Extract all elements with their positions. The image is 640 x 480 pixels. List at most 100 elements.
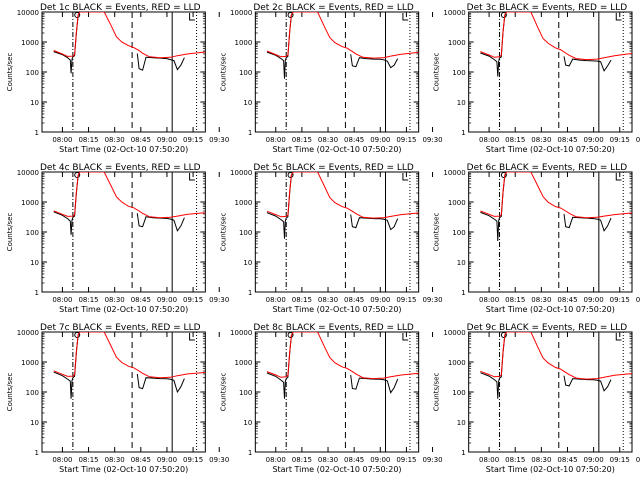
x-tick-label: 09:15: [183, 136, 203, 144]
y-tick-label: 10: [457, 99, 466, 107]
x-tick-label: 09:30: [636, 296, 640, 304]
y-tick-label: 1: [35, 129, 39, 137]
plot-frame: [468, 171, 633, 293]
x-tick-label: 08:00: [479, 456, 499, 464]
bracket-marker: [402, 13, 409, 21]
y-tick-label: 100: [26, 69, 39, 77]
x-tick-label: 09:30: [209, 456, 229, 464]
lld-series: [266, 332, 419, 380]
y-tick-label: 1: [461, 129, 465, 137]
x-tick-label: 08:00: [479, 296, 499, 304]
x-tick-label: 08:30: [105, 296, 125, 304]
y-tick-label: 100: [239, 389, 252, 397]
x-tick-label: 09:15: [183, 456, 203, 464]
events-series: [266, 172, 294, 239]
plot-frame: [41, 331, 206, 453]
plot-frame: [254, 11, 420, 133]
y-tick-label: 10: [457, 259, 466, 267]
panel-title: Det 7c BLACK = Events, RED = LLD: [40, 323, 201, 333]
x-tick-label: 09:00: [584, 456, 604, 464]
y-tick-label: 10: [243, 419, 252, 427]
y-tick-label: 1000: [448, 199, 466, 207]
series-group: [480, 12, 632, 77]
lld-series: [480, 12, 632, 61]
y-tick-label: 1: [35, 449, 39, 457]
x-tick-label: 08:45: [557, 456, 577, 464]
x-axis-label: Start Time (02-Oct-10 07:50:20): [59, 465, 188, 474]
panel-det-5: Det 5c BLACK = Events, RED = LLD 1 10 100 10…: [219, 163, 442, 314]
y-tick-label: 1: [248, 449, 252, 457]
x-axis-label: Start Time (02-Oct-10 07:50:20): [59, 305, 188, 314]
x-tick-label: 08:30: [105, 456, 125, 464]
x-axis-label: Start Time (02-Oct-10 07:50:20): [59, 145, 188, 154]
y-tick-label: 1000: [448, 39, 466, 47]
x-tick-label: 09:00: [370, 296, 390, 304]
x-tick-label: 09:00: [584, 136, 604, 144]
bracket-marker: [615, 173, 622, 181]
x-tick-label: 09:15: [610, 296, 630, 304]
y-tick-label: 10000: [230, 9, 252, 17]
y-tick-label: 10000: [17, 169, 39, 177]
x-tick-label: 09:30: [209, 296, 229, 304]
events-series: [350, 214, 399, 231]
panel-title: Det 4c BLACK = Events, RED = LLD: [40, 163, 201, 173]
panel-title: Det 9c BLACK = Events, RED = LLD: [467, 323, 628, 333]
x-tick-label: 08:30: [531, 136, 551, 144]
x-tick-label: 08:30: [531, 456, 551, 464]
panel-det-7: Det 7c BLACK = Events, RED = LLD 1 10 100 10…: [6, 323, 229, 474]
x-tick-label: 09:30: [422, 456, 442, 464]
y-tick-label: 10000: [230, 169, 252, 177]
plot-frame: [41, 11, 206, 133]
series-group: [480, 332, 632, 399]
x-tick-label: 09:15: [396, 136, 416, 144]
x-tick-label: 08:30: [318, 456, 338, 464]
events-series: [480, 172, 507, 242]
x-tick-label: 09:00: [370, 456, 390, 464]
y-axis-label: Counts/sec: [433, 53, 441, 92]
series-group: [266, 12, 419, 79]
panel-title: Det 2c BLACK = Events, RED = LLD: [253, 3, 414, 13]
panel-title: Det 3c BLACK = Events, RED = LLD: [467, 3, 628, 13]
y-axis-label: Counts/sec: [6, 373, 14, 412]
series-group: [53, 172, 206, 235]
x-tick-label: 08:00: [52, 296, 72, 304]
series-group: [53, 332, 206, 399]
y-axis-label: Counts/sec: [219, 213, 227, 252]
y-axis-label: Counts/sec: [219, 53, 227, 92]
series-group: [480, 172, 632, 242]
y-tick-label: 1000: [235, 359, 253, 367]
x-tick-label: 08:45: [557, 136, 577, 144]
x-tick-label: 08:30: [318, 296, 338, 304]
y-tick-label: 10000: [17, 329, 39, 337]
bracket-marker: [615, 13, 622, 21]
x-axis-label: Start Time (02-Oct-10 07:50:20): [272, 465, 401, 474]
x-tick-label: 08:00: [52, 456, 72, 464]
plot-frame: [254, 331, 420, 453]
peak-marker: [500, 12, 507, 18]
plot-frame: [468, 11, 633, 133]
peak-marker: [500, 172, 507, 178]
x-tick-label: 08:15: [292, 136, 312, 144]
x-tick-label: 09:30: [636, 136, 640, 144]
panel-det-4: Det 4c BLACK = Events, RED = LLD 1 10 100 10…: [6, 163, 229, 314]
x-tick-label: 08:15: [505, 136, 525, 144]
bracket-marker: [189, 173, 195, 181]
series-group: [266, 332, 419, 399]
lld-series: [266, 12, 419, 59]
y-tick-label: 10000: [443, 169, 465, 177]
y-tick-label: 10: [30, 419, 39, 427]
peak-marker: [74, 12, 81, 18]
events-series: [266, 332, 294, 399]
lld-series: [53, 332, 206, 379]
events-series: [563, 375, 612, 392]
y-tick-label: 100: [239, 69, 252, 77]
x-tick-label: 08:45: [131, 296, 151, 304]
events-series: [53, 332, 81, 399]
x-tick-label: 09:30: [422, 296, 442, 304]
y-tick-label: 10000: [443, 9, 465, 17]
y-tick-label: 100: [26, 389, 39, 397]
y-tick-label: 100: [452, 69, 465, 77]
peak-marker: [287, 332, 294, 338]
panel-det-3: Det 3c BLACK = Events, RED = LLD 1 10 100 10…: [433, 3, 640, 154]
